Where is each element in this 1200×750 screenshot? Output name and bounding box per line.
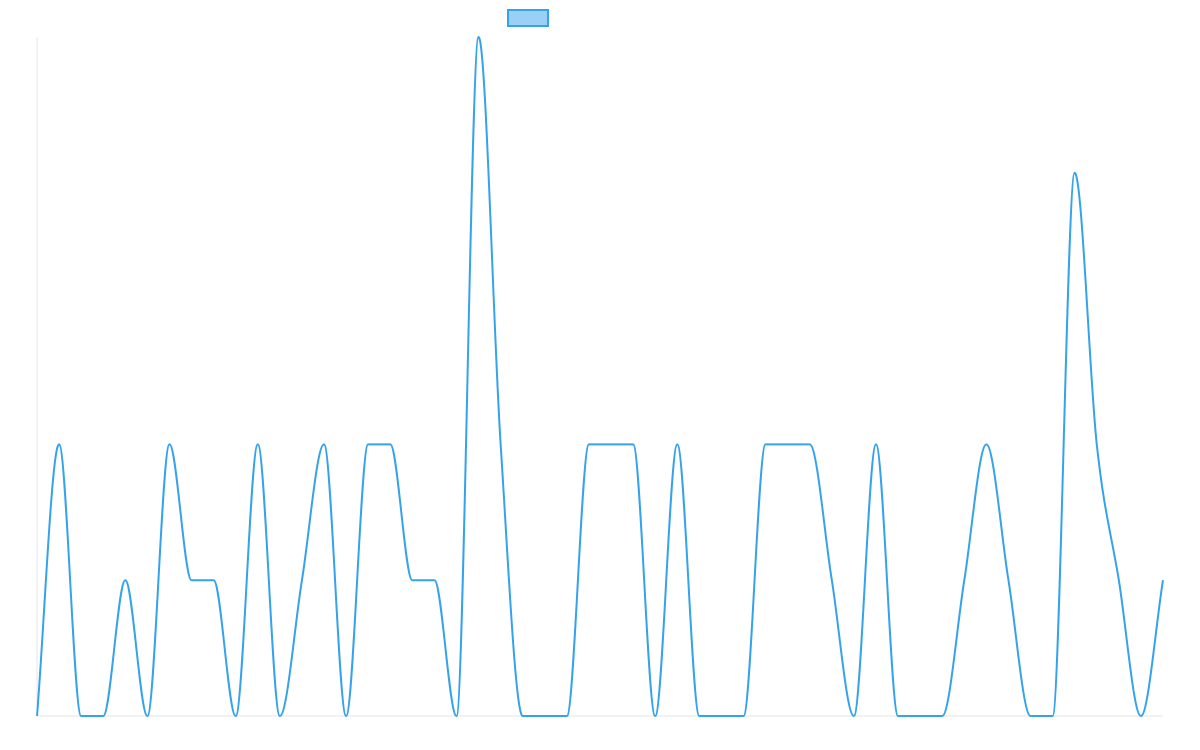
legend-swatch-0[interactable] xyxy=(507,9,549,27)
legend[interactable] xyxy=(507,9,549,27)
series-line-0 xyxy=(36,36,1164,717)
axes xyxy=(36,37,1163,717)
series-layer xyxy=(36,36,1164,717)
